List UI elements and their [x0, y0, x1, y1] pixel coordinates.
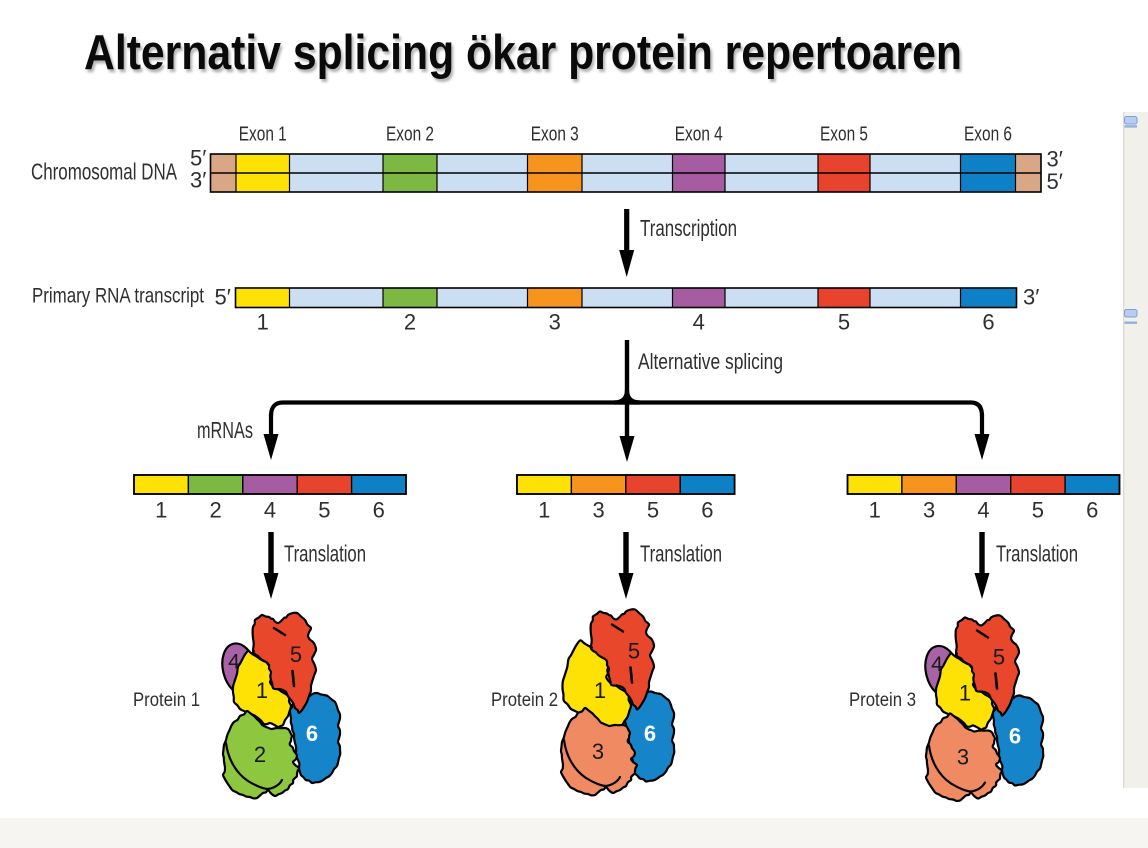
svg-text:3: 3 — [592, 498, 604, 523]
svg-text:Transcription: Transcription — [640, 215, 737, 241]
svg-text:Exon 5: Exon 5 — [820, 123, 868, 145]
svg-text:Exon 3: Exon 3 — [531, 123, 579, 145]
svg-text:Protein 3: Protein 3 — [849, 690, 916, 711]
svg-text:5′: 5′ — [1047, 169, 1063, 194]
svg-text:5: 5 — [1032, 498, 1044, 523]
svg-text:4: 4 — [693, 310, 705, 335]
svg-text:Translation: Translation — [284, 541, 366, 567]
svg-text:4: 4 — [264, 498, 276, 523]
svg-text:3′: 3′ — [190, 168, 206, 193]
svg-text:Alternative splicing: Alternative splicing — [638, 349, 783, 374]
svg-text:3′: 3′ — [1023, 285, 1039, 310]
svg-text:5′: 5′ — [215, 285, 231, 310]
svg-text:6: 6 — [373, 498, 385, 523]
svg-text:Exon 6: Exon 6 — [964, 123, 1012, 145]
svg-text:1: 1 — [257, 310, 269, 335]
svg-text:1: 1 — [256, 678, 268, 703]
svg-text:Exon 2: Exon 2 — [386, 123, 434, 145]
svg-text:6: 6 — [1009, 724, 1021, 749]
svg-text:Translation: Translation — [996, 541, 1078, 567]
svg-text:Translation: Translation — [640, 541, 722, 567]
svg-text:1: 1 — [959, 681, 971, 706]
svg-text:1: 1 — [869, 498, 881, 523]
svg-text:2: 2 — [209, 498, 221, 523]
svg-text:4: 4 — [977, 498, 989, 523]
svg-text:6: 6 — [306, 721, 318, 746]
svg-text:5: 5 — [318, 498, 330, 523]
svg-text:1: 1 — [155, 498, 167, 523]
svg-text:1: 1 — [538, 498, 550, 523]
svg-text:5: 5 — [647, 498, 659, 523]
svg-text:3: 3 — [957, 745, 969, 770]
svg-text:2: 2 — [404, 310, 416, 335]
svg-text:6: 6 — [982, 310, 994, 335]
svg-text:6: 6 — [644, 721, 656, 746]
svg-text:5: 5 — [993, 645, 1005, 670]
svg-text:3′: 3′ — [1047, 147, 1063, 172]
svg-text:2: 2 — [254, 742, 266, 767]
svg-text:4: 4 — [228, 651, 240, 674]
svg-text:Alternativ splicing ökar prote: Alternativ splicing ökar protein reperto… — [86, 29, 964, 83]
svg-text:5: 5 — [628, 639, 640, 664]
svg-text:Primary RNA transcript: Primary RNA transcript — [32, 285, 204, 308]
svg-text:Protein 1: Protein 1 — [133, 690, 200, 711]
svg-text:3: 3 — [923, 498, 935, 523]
svg-text:6: 6 — [701, 498, 713, 523]
svg-text:5: 5 — [838, 310, 850, 335]
svg-text:1: 1 — [594, 678, 606, 703]
svg-text:mRNAs: mRNAs — [197, 417, 253, 443]
svg-text:5: 5 — [290, 642, 302, 667]
svg-text:4: 4 — [931, 653, 943, 676]
svg-text:Protein 2: Protein 2 — [491, 690, 558, 711]
svg-text:3: 3 — [549, 310, 561, 335]
svg-text:Chromosomal DNA: Chromosomal DNA — [31, 159, 177, 185]
svg-text:3: 3 — [592, 739, 604, 764]
svg-text:6: 6 — [1086, 498, 1098, 523]
svg-text:Exon 4: Exon 4 — [675, 123, 723, 145]
svg-text:Alternativ splicing ökar prote: Alternativ splicing ökar protein reperto… — [84, 26, 962, 80]
svg-text:5′: 5′ — [190, 146, 206, 171]
svg-text:Exon 1: Exon 1 — [239, 123, 287, 145]
